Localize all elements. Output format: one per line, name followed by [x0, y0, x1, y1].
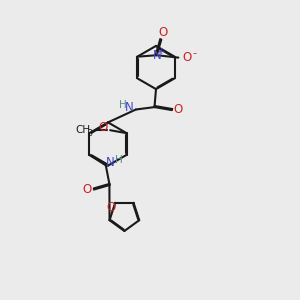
Text: O: O	[82, 183, 92, 196]
Text: O: O	[158, 26, 167, 39]
Text: N: N	[125, 100, 134, 114]
Text: O: O	[106, 201, 115, 214]
Text: N: N	[106, 156, 115, 170]
Text: -: -	[192, 48, 196, 59]
Text: CH: CH	[76, 125, 91, 135]
Text: 3: 3	[88, 129, 92, 138]
Text: +: +	[158, 47, 165, 56]
Text: N: N	[152, 49, 161, 62]
Text: H: H	[119, 100, 127, 110]
Text: H: H	[115, 155, 122, 165]
Text: O: O	[98, 121, 107, 134]
Text: O: O	[174, 103, 183, 116]
Text: O: O	[182, 51, 191, 64]
